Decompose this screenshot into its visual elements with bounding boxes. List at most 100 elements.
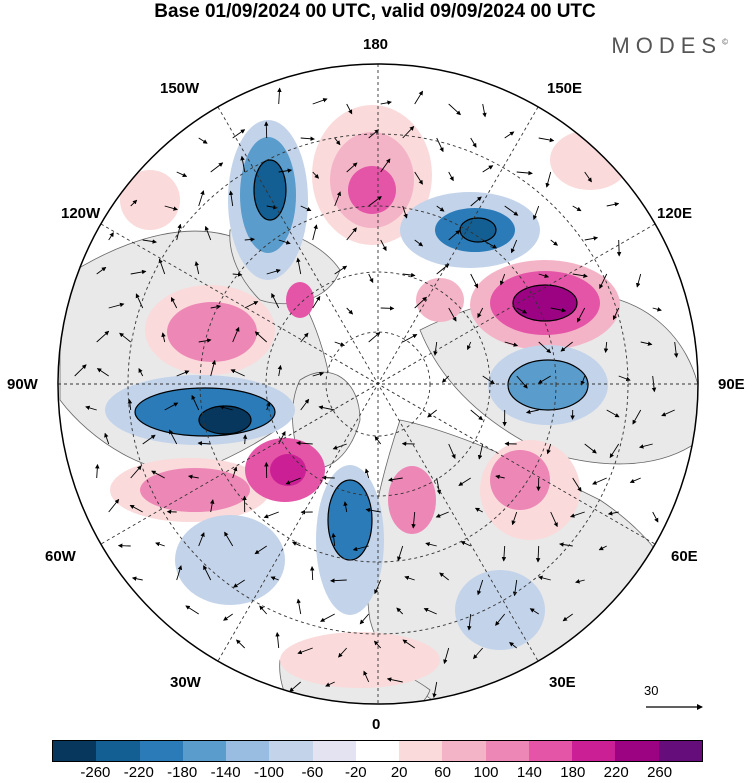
wind-arrow (364, 468, 370, 479)
wind-arrow (425, 542, 437, 547)
colorbar-tick-label: 20 (390, 764, 408, 781)
wind-arrow (209, 499, 215, 513)
brand-name: MODES (611, 33, 723, 58)
wind-arrow (572, 477, 582, 492)
wind-arrow (204, 225, 212, 241)
colorbar (52, 740, 703, 762)
wind-arrow (562, 613, 573, 622)
wind-arrow (232, 272, 243, 277)
wind-arrow (365, 507, 381, 513)
colorbar-ticks: -260 -220 -180 -140 -100 -60 -20 20 60 100 140 180 2… (52, 764, 703, 782)
wind-arrow (233, 579, 245, 588)
wind-arrow (374, 435, 382, 445)
wind-arrow (510, 239, 518, 254)
colorbar-swatch (399, 741, 443, 761)
wind-arrow (550, 511, 558, 528)
wind-arrow (289, 681, 302, 692)
wind-arrow (296, 440, 313, 446)
colorbar-tick-label: 100 (473, 764, 499, 781)
wind-arrow (74, 364, 87, 377)
wind-arrow (368, 196, 382, 207)
wind-arrow (138, 367, 144, 377)
colorbar-swatch (269, 741, 313, 761)
wind-arrow (448, 307, 457, 322)
wind-arrow (334, 137, 341, 146)
wind-arrow (545, 171, 552, 188)
wind-arrow (538, 575, 551, 581)
wind-arrow (96, 368, 109, 377)
wind-arrow (312, 295, 321, 309)
wind-arrow (104, 432, 110, 445)
wind-arrow (368, 129, 380, 139)
wind-arrow (499, 273, 506, 286)
reference-vector-label: 30 (644, 683, 659, 698)
wind-arrow (477, 307, 484, 319)
wind-arrow (244, 237, 256, 242)
lon-label-120e: 120E (657, 205, 693, 222)
wind-arrow (334, 191, 341, 207)
graticule (58, 64, 698, 704)
wind-arrow (470, 273, 479, 289)
lon-label-120w: 120W (61, 205, 101, 222)
wind-arrow (661, 409, 675, 417)
colorbar-tick-label: 180 (560, 764, 586, 781)
colorbar-tick-label: -260 (80, 764, 111, 781)
wind-arrow (95, 463, 100, 479)
wind-arrow (130, 199, 138, 207)
wind-arrow (482, 375, 495, 385)
wind-arrow (373, 640, 382, 649)
wind-arrow (142, 239, 157, 244)
wind-arrow (402, 272, 416, 278)
wind-arrow (606, 409, 620, 418)
chart-title: Base 01/09/2024 00 UTC, valid 09/09/2024… (154, 1, 596, 22)
wind-arrow (96, 266, 107, 275)
wind-arrow (538, 137, 555, 143)
colorbar-tick-label: -140 (210, 764, 241, 781)
wind-vectors (74, 87, 679, 699)
wind-arrow (176, 171, 188, 177)
wind-arrow (119, 332, 131, 343)
wind-arrow (96, 330, 110, 343)
wind-arrow (436, 263, 450, 275)
wind-arrow (312, 224, 318, 241)
wind-arrow (470, 137, 477, 148)
wind-arrow (359, 613, 370, 625)
wind-arrow (423, 608, 437, 615)
wind-arrow (235, 639, 246, 649)
wind-arrow (460, 541, 471, 547)
wind-arrow (228, 190, 234, 207)
wind-arrow (278, 168, 293, 173)
wind-arrow (191, 394, 200, 411)
wind-arrow (363, 670, 370, 683)
colorbar-tick-label: -60 (301, 764, 324, 781)
wind-arrow (346, 103, 353, 115)
wind-arrow (396, 607, 404, 615)
wind-arrow (185, 605, 199, 615)
wind-arrow (300, 136, 315, 142)
colorbar-swatch (182, 741, 227, 761)
map-boundary (57, 63, 699, 705)
wind-arrow (448, 230, 461, 241)
wind-arrow (223, 613, 233, 621)
wind-arrow (263, 511, 279, 519)
colorbar-tick-label: 220 (603, 764, 629, 781)
colorbar-swatch (96, 741, 140, 761)
wind-arrow (559, 542, 573, 547)
wind-arrow (616, 239, 622, 257)
wind-arrow (334, 265, 348, 275)
wind-arrow (275, 631, 280, 649)
wind-arrow (411, 511, 416, 529)
wind-arrow (448, 171, 454, 182)
wind-arrow (108, 302, 125, 309)
wind-arrow (448, 103, 461, 116)
wind-arrow (130, 269, 147, 275)
wind-arrow (427, 409, 437, 418)
wind-arrow (580, 375, 586, 386)
wind-arrow (198, 137, 208, 144)
wind-arrow (346, 227, 357, 241)
lon-label-150e: 150E (547, 80, 583, 97)
wind-arrow (198, 338, 212, 343)
colorbar-swatch (312, 741, 356, 761)
wind-arrow (343, 501, 348, 513)
wind-arrow (607, 511, 619, 516)
